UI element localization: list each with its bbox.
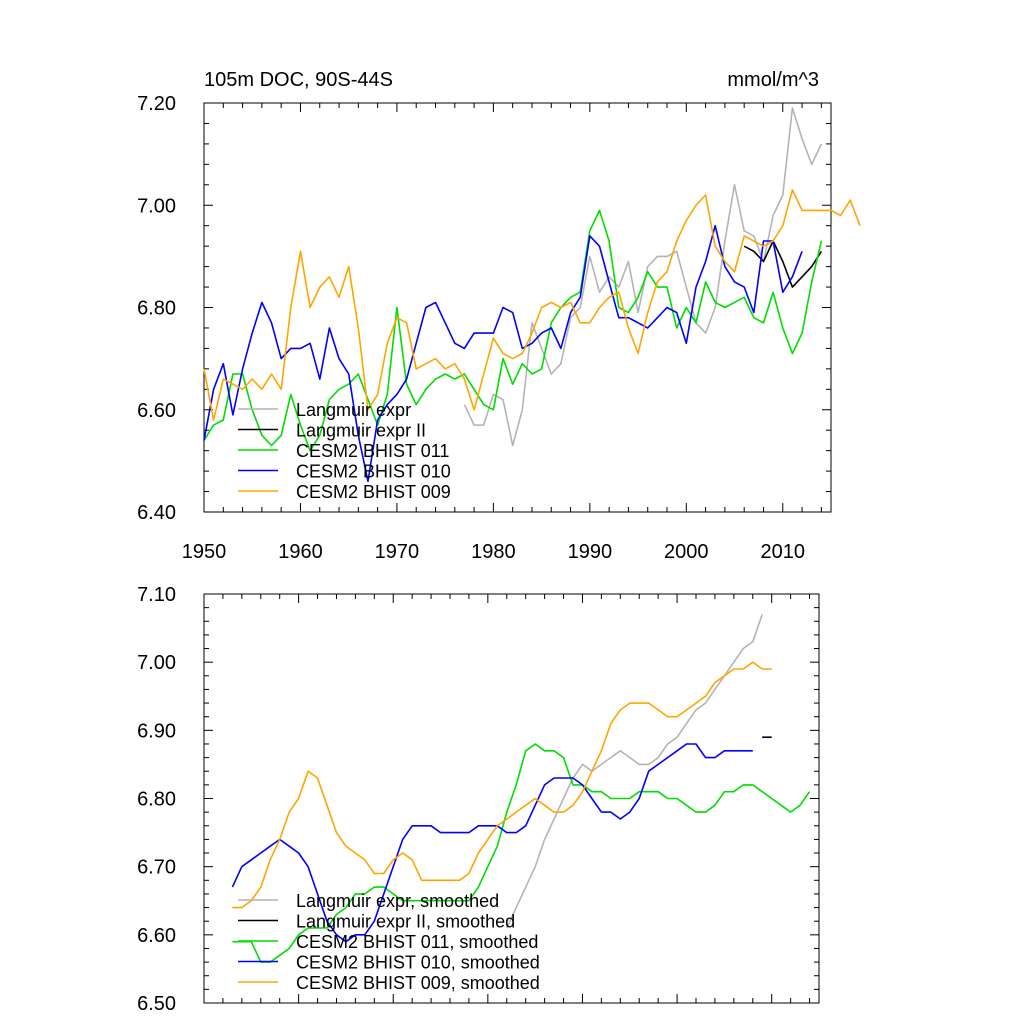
panel-top: 105m DOC, 90S-44S mmol/m^3 6.40 6.60 6.80 7… (137, 69, 861, 563)
y-tick-label: 6.70 (137, 857, 176, 879)
x-tick-label: 1970 (375, 541, 420, 563)
y-tick-label: 6.90 (137, 720, 176, 742)
legend-label: Langmuir expr, smoothed (296, 891, 499, 911)
series-line-3 (232, 743, 811, 963)
legend-label: CESM2 BHIST 011 (296, 441, 449, 461)
legend-label: CESM2 BHIST 009, smoothed (296, 973, 540, 993)
y-tick-label: 6.60 (137, 400, 176, 422)
y-tick-label: 7.00 (137, 652, 176, 674)
y-tick-label: 6.80 (137, 298, 176, 320)
panel-top-units: mmol/m^3 (727, 69, 819, 91)
y-tick-label: 6.50 (137, 993, 176, 1015)
y-tick-label: 6.80 (137, 789, 176, 811)
series-line-5 (203, 189, 861, 421)
x-tick-label: 2000 (664, 541, 709, 563)
x-tick-label: 1960 (278, 541, 323, 563)
x-tick-label: 1990 (568, 541, 613, 563)
y-tick-label: 6.60 (137, 925, 176, 947)
series-line-2 (743, 240, 823, 288)
panel-bottom: 6.50 6.60 6.70 6.80 6.90 7.00 7.10 Langmuir exp… (137, 584, 820, 1015)
series-line-1 (506, 614, 763, 929)
legend-label: CESM2 BHIST 009 (296, 482, 451, 502)
series-line-5 (232, 661, 772, 909)
legend-label: CESM2 BHIST 011, smoothed (296, 932, 538, 952)
series-line-1 (463, 107, 823, 447)
legend-label: CESM2 BHIST 010 (296, 462, 451, 482)
x-tick-label: 1980 (471, 541, 516, 563)
y-tick-label: 7.10 (137, 584, 176, 606)
legend-label: Langmuir expr II, smoothed (296, 912, 515, 932)
legend-label: Langmuir expr II (296, 421, 426, 441)
series-line-3 (203, 209, 823, 452)
y-tick-label: 7.00 (137, 195, 176, 217)
x-tick-label: 1950 (182, 541, 227, 563)
series-line-4 (203, 224, 803, 483)
series-line-4 (231, 743, 753, 943)
panel-top-title: 105m DOC, 90S-44S (204, 69, 393, 91)
y-tick-label: 7.20 (137, 93, 176, 115)
y-tick-label: 6.40 (137, 502, 176, 524)
x-tick-label: 2010 (761, 541, 806, 563)
legend-label: CESM2 BHIST 010, smoothed (296, 953, 540, 973)
legend-label: Langmuir expr (296, 400, 411, 420)
